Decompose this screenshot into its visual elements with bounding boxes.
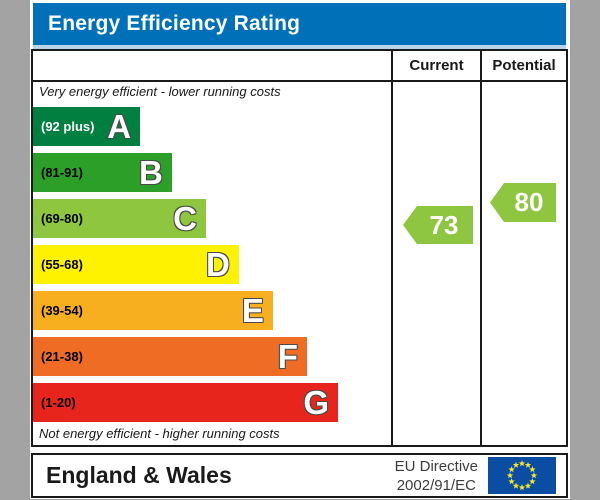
rating-band-bar: (55-68) D bbox=[33, 245, 239, 284]
rating-band-row: (92 plus) A bbox=[33, 107, 391, 146]
band-letter: G bbox=[303, 384, 330, 421]
region-label: England & Wales bbox=[46, 462, 232, 488]
rating-band-row: (55-68) D bbox=[33, 245, 391, 284]
band-range-label: (55-68) bbox=[41, 257, 83, 272]
column-divider-potential bbox=[480, 51, 482, 445]
band-range-label: (81-91) bbox=[41, 165, 83, 180]
band-letter: A bbox=[107, 108, 132, 145]
band-letter: B bbox=[139, 154, 163, 191]
band-letter: E bbox=[241, 292, 264, 329]
potential-column-header: Potential bbox=[492, 57, 556, 74]
eu-directive-line1: EU Directive bbox=[394, 457, 478, 475]
current-rating-value: 73 bbox=[429, 209, 459, 240]
column-divider-current bbox=[391, 51, 393, 445]
chart-panel: Energy Efficiency Rating Current Potenti… bbox=[30, 0, 570, 499]
rating-band-bar: (81-91) B bbox=[33, 153, 172, 192]
header-row-rule bbox=[33, 80, 566, 82]
rating-band-bar: (92 plus) A bbox=[33, 107, 141, 146]
left-arrow-shape bbox=[403, 206, 473, 244]
rating-band-row: (39-54) E bbox=[33, 291, 391, 330]
rating-band-row: (69-80) C bbox=[33, 199, 391, 238]
eu-flag-icon bbox=[488, 457, 556, 494]
bottom-caption: Not energy efficient - higher running co… bbox=[39, 426, 280, 441]
rating-bands: (92 plus) A (81-91) B (69-80) C (55-68) … bbox=[33, 107, 391, 429]
left-arrow-shape bbox=[490, 183, 556, 222]
chart-title: Energy Efficiency Rating bbox=[48, 12, 301, 35]
title-underline bbox=[33, 45, 566, 49]
current-rating-arrow: 73 bbox=[403, 206, 473, 244]
footer: England & Wales EU Directive 2002/91/EC bbox=[31, 453, 568, 498]
rating-band-bar: (1-20) G bbox=[33, 383, 339, 422]
rating-band-bar: (69-80) C bbox=[33, 199, 206, 238]
potential-rating-arrow: 80 bbox=[490, 183, 556, 222]
band-range-label: (69-80) bbox=[41, 211, 83, 226]
rating-table: Current Potential Very energy efficient … bbox=[31, 49, 568, 447]
band-letter: C bbox=[173, 200, 197, 237]
band-range-label: (92 plus) bbox=[41, 119, 95, 134]
band-range-label: (1-20) bbox=[41, 395, 76, 410]
rating-band-row: (21-38) F bbox=[33, 337, 391, 376]
band-letter: F bbox=[277, 338, 298, 375]
potential-rating-value: 80 bbox=[514, 187, 544, 217]
band-range-label: (21-38) bbox=[41, 349, 83, 364]
eu-directive-line2: 2002/91/EC bbox=[396, 476, 476, 494]
rating-band-row: (1-20) G bbox=[33, 383, 391, 422]
band-range-label: (39-54) bbox=[41, 303, 83, 318]
rating-band-bar: (21-38) F bbox=[33, 337, 307, 376]
title-bar: Energy Efficiency Rating bbox=[33, 3, 566, 45]
top-caption: Very energy efficient - lower running co… bbox=[39, 84, 281, 99]
eu-directive-label: EU Directive 2002/91/EC bbox=[395, 457, 478, 494]
rating-band-row: (81-91) B bbox=[33, 153, 391, 192]
band-letter: D bbox=[206, 246, 230, 283]
current-column-header: Current bbox=[409, 57, 464, 74]
rating-band-bar: (39-54) E bbox=[33, 291, 273, 330]
